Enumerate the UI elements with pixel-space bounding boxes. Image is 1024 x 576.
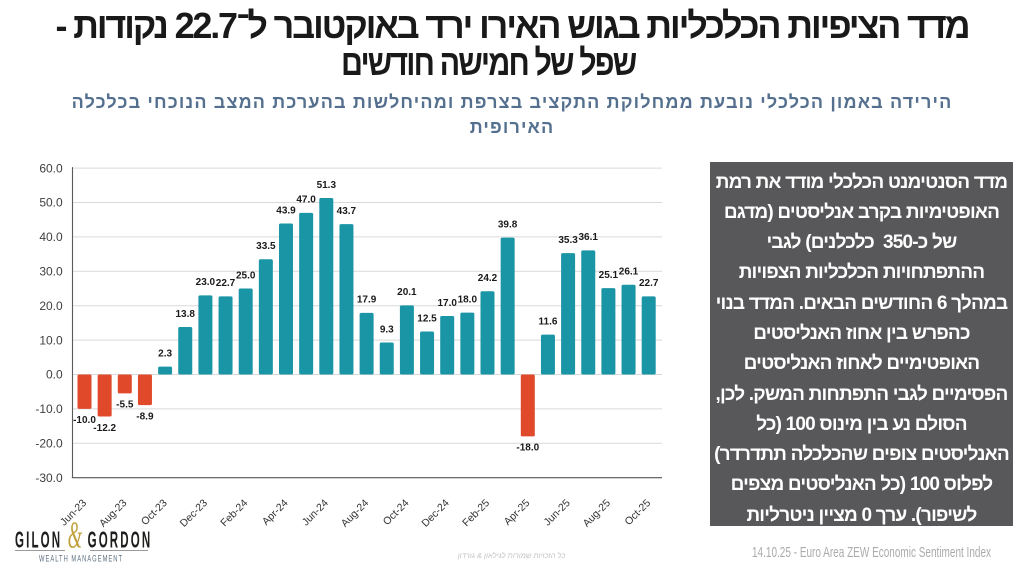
svg-text:25.0: 25.0 bbox=[236, 270, 256, 281]
svg-text:17.9: 17.9 bbox=[357, 295, 377, 306]
svg-text:Aug-25: Aug-25 bbox=[581, 497, 614, 530]
svg-text:Apr-25: Apr-25 bbox=[502, 497, 533, 528]
svg-text:Oct-24: Oct-24 bbox=[381, 497, 412, 528]
svg-text:22.7: 22.7 bbox=[639, 278, 659, 289]
svg-text:Dec-23: Dec-23 bbox=[178, 497, 211, 530]
svg-text:20.0: 20.0 bbox=[39, 299, 63, 313]
svg-text:51.3: 51.3 bbox=[317, 180, 337, 191]
svg-text:20.1: 20.1 bbox=[397, 287, 417, 298]
svg-text:13.8: 13.8 bbox=[175, 309, 195, 320]
svg-text:22.7: 22.7 bbox=[216, 278, 236, 289]
svg-text:9.3: 9.3 bbox=[380, 324, 394, 335]
svg-text:18.0: 18.0 bbox=[458, 294, 478, 305]
svg-text:23.0: 23.0 bbox=[196, 277, 216, 288]
svg-text:17.0: 17.0 bbox=[437, 298, 457, 309]
svg-text:60.0: 60.0 bbox=[39, 161, 63, 175]
svg-text:11.6: 11.6 bbox=[539, 316, 558, 327]
svg-text:-12.2: -12.2 bbox=[93, 423, 116, 434]
svg-text:10.0: 10.0 bbox=[39, 333, 63, 347]
svg-text:25.1: 25.1 bbox=[599, 270, 619, 281]
svg-text:43.7: 43.7 bbox=[337, 206, 357, 217]
svg-text:-30.0: -30.0 bbox=[35, 471, 63, 485]
svg-text:Dec-24: Dec-24 bbox=[419, 497, 452, 530]
svg-text:43.9: 43.9 bbox=[276, 205, 296, 216]
svg-text:-8.9: -8.9 bbox=[136, 411, 154, 422]
svg-text:Jun-24: Jun-24 bbox=[300, 497, 331, 528]
svg-text:Apr-24: Apr-24 bbox=[260, 497, 291, 528]
svg-text:-10.0: -10.0 bbox=[35, 402, 63, 416]
svg-text:0.0: 0.0 bbox=[46, 368, 63, 382]
svg-text:33.5: 33.5 bbox=[256, 241, 276, 252]
svg-text:47.0: 47.0 bbox=[296, 195, 316, 206]
svg-text:35.3: 35.3 bbox=[558, 235, 578, 246]
svg-text:Feb-25: Feb-25 bbox=[460, 497, 492, 529]
svg-text:Aug-24: Aug-24 bbox=[339, 497, 372, 530]
svg-text:2.3: 2.3 bbox=[158, 348, 172, 359]
svg-text:Jun-25: Jun-25 bbox=[542, 497, 573, 528]
svg-text:Feb-24: Feb-24 bbox=[218, 497, 250, 529]
svg-text:-18.0: -18.0 bbox=[516, 443, 539, 454]
svg-text:36.1: 36.1 bbox=[578, 232, 598, 243]
svg-text:40.0: 40.0 bbox=[39, 230, 63, 244]
svg-text:-5.5: -5.5 bbox=[116, 400, 134, 411]
svg-text:26.1: 26.1 bbox=[619, 267, 639, 278]
svg-text:Oct-25: Oct-25 bbox=[623, 497, 654, 528]
svg-text:30.0: 30.0 bbox=[39, 265, 63, 279]
svg-text:39.8: 39.8 bbox=[498, 219, 518, 230]
svg-text:-10.0: -10.0 bbox=[73, 415, 96, 426]
svg-text:24.2: 24.2 bbox=[478, 273, 498, 284]
svg-text:50.0: 50.0 bbox=[39, 196, 63, 210]
svg-text:12.5: 12.5 bbox=[417, 313, 437, 324]
svg-text:-20.0: -20.0 bbox=[35, 437, 63, 451]
